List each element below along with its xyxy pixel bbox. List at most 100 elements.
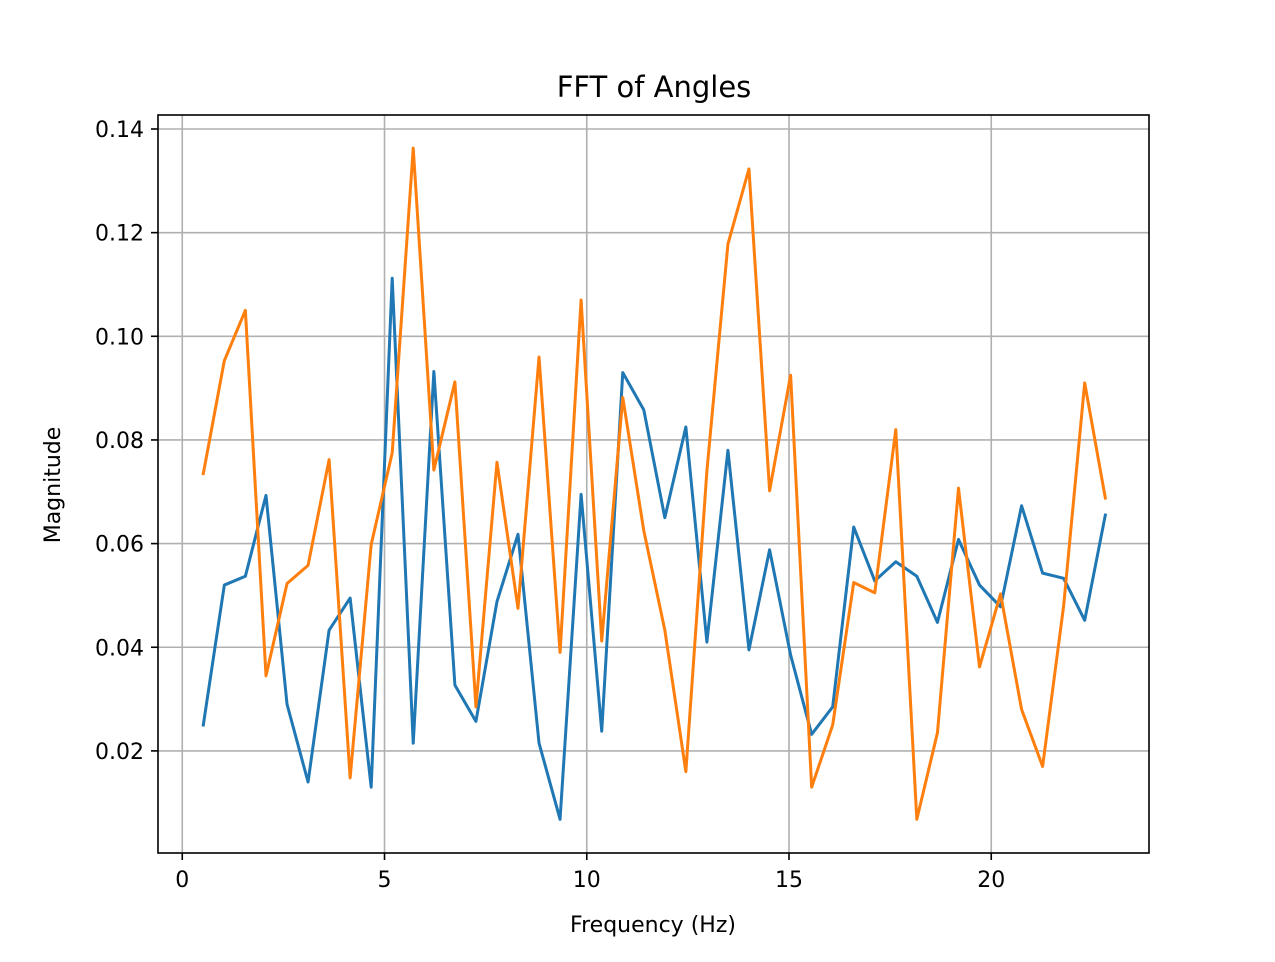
series-1-point [1104,514,1107,517]
series-1-point [957,538,960,541]
series-2-point [621,396,624,399]
x-tick-label: 15 [775,868,803,893]
series-1-point [517,533,520,536]
series-line-1 [201,276,1108,821]
series-2-point [1104,496,1107,499]
series-1-point [894,560,897,563]
series-1-point [747,648,750,651]
series-2-point [432,469,435,472]
series-1-point [978,584,981,587]
series-2-point [936,731,939,734]
series-2-point [873,591,876,594]
series-1-point [265,494,268,497]
series-1-point [705,641,708,644]
series-1-point [349,597,352,600]
series-2-point [726,243,729,246]
series-1-point [684,425,687,428]
series-2-point [915,818,918,821]
x-tick-label: 0 [175,868,189,893]
series-2-point [852,581,855,584]
series-1-point [453,684,456,687]
series-2-point [831,723,834,726]
series-2-point [453,380,456,383]
series-2-point [391,451,394,454]
series-1-point [412,742,415,745]
series-2-point [747,167,750,170]
y-tick-label: 0.04 [95,636,144,661]
y-tick-label: 0.14 [95,118,144,143]
series-1-point [789,654,792,657]
series-2-point [810,786,813,789]
series-2-point [349,776,352,779]
x-tick-label: 5 [378,868,392,893]
series-2-point [1083,381,1086,384]
series-2-point [957,487,960,490]
series-2-point [412,147,415,150]
x-tick-label: 10 [573,868,601,893]
series-2-point [495,461,498,464]
series-1-point [600,730,603,733]
series-1-point [663,516,666,519]
series-1-point [936,621,939,624]
series-2-point [328,458,331,461]
series-1-point [391,277,394,280]
series-2-point [642,529,645,532]
series-line-2 [201,146,1108,821]
series-2-point [307,564,310,567]
y-tick-label: 0.02 [95,740,144,765]
series-1-point [810,733,813,736]
x-axis-label: Frequency (Hz) [570,913,736,938]
series-1-point [538,742,541,745]
series-2-point [244,309,247,312]
series-1-point [580,493,583,496]
series-1-point [474,720,477,723]
series-1-point [328,629,331,632]
series-1-point [495,600,498,603]
grid-layer [158,115,1149,853]
series-2-point [1020,708,1023,711]
series-1-point [432,370,435,373]
series-2-point [978,665,981,668]
series-2-point [768,489,771,492]
series-1-point [726,449,729,452]
series-2-point [600,640,603,643]
plot-frame [157,114,1150,854]
series-2-point [663,629,666,632]
series-layer [201,146,1108,821]
series-2-point [705,470,708,473]
y-tick-label: 0.08 [95,429,144,454]
series-1-point [307,781,310,784]
tick-layer: 0 5 10 15 20 0.02 0.04 0.06 0.08 0.10 0.12 0.14 [95,118,1005,893]
series-2-point [286,582,289,585]
series-2-point [580,299,583,302]
y-axis-label: Magnitude [41,427,66,544]
series-1-point [1083,619,1086,622]
series-2-point [1041,765,1044,768]
series-1-point [852,526,855,529]
y-tick-label: 0.06 [95,533,144,558]
series-2-point [894,428,897,431]
series-2-point [223,359,226,362]
series-1-point [621,371,624,374]
series-1-point [223,584,226,587]
chart-title: FFT of Angles [557,70,752,104]
series-2-point [474,705,477,708]
series-1-point [286,703,289,706]
series-2-point [559,651,562,654]
series-1-point [768,548,771,551]
series-2-point [1062,604,1065,607]
series-1-point [202,723,205,726]
series-2-point [538,356,541,359]
series-1-point [642,408,645,411]
series-1-point [370,786,373,789]
series-2-point [517,607,520,610]
series-1-point [559,818,562,821]
series-2-point [202,472,205,475]
x-tick-label: 20 [977,868,1005,893]
series-1-point [1020,504,1023,507]
series-2-point [265,674,268,677]
series-1-point [915,575,918,578]
series-1-point [244,575,247,578]
